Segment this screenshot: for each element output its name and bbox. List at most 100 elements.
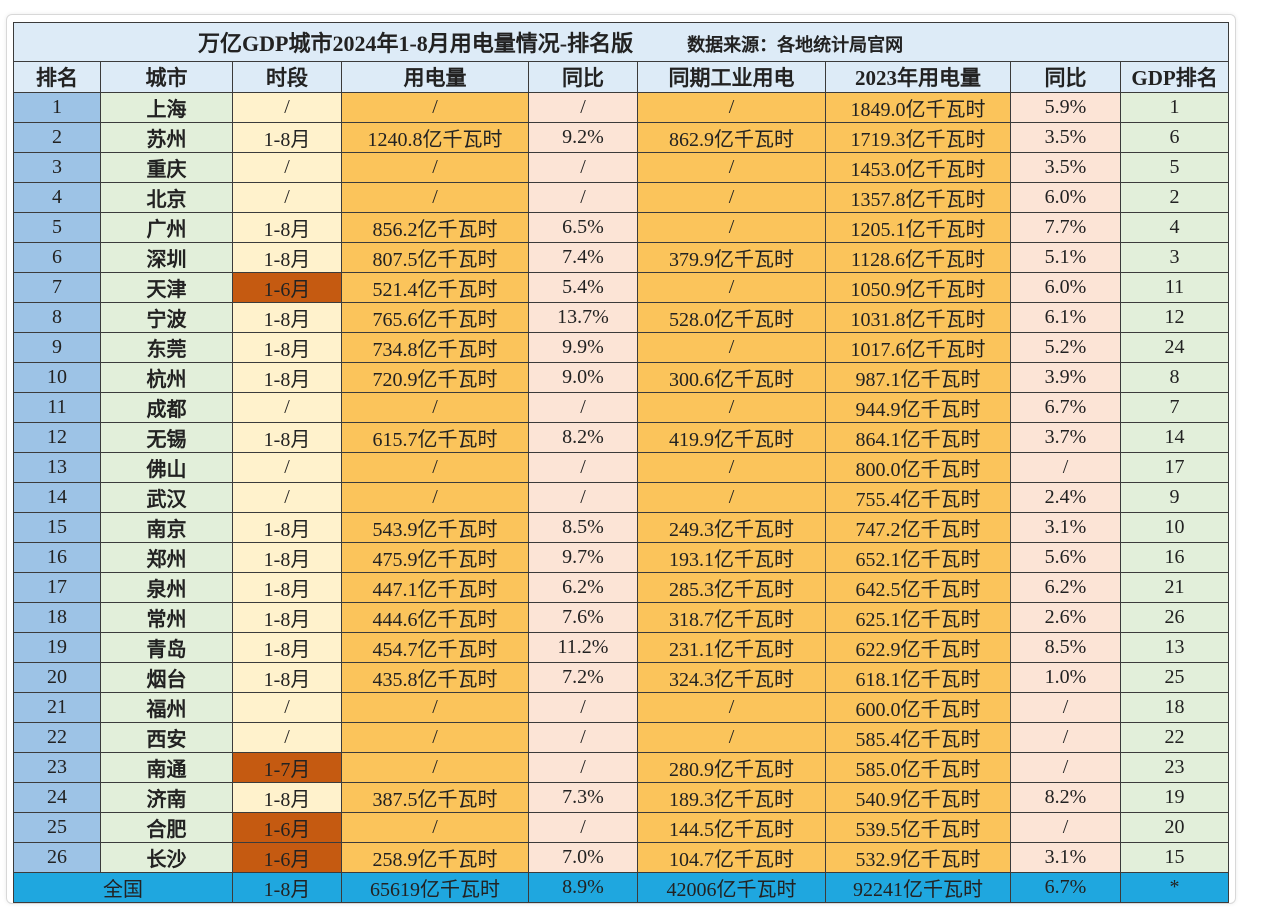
table-cell: 652.1亿千瓦时 — [825, 542, 1011, 573]
table-cell: 7 — [1119, 392, 1230, 423]
table-cell: / — [232, 482, 342, 513]
table-cell: 6.0% — [1010, 272, 1121, 303]
table-cell: 285.3亿千瓦时 — [637, 572, 826, 603]
table-cell: / — [1010, 752, 1121, 783]
total-cell: 42006亿千瓦时 — [637, 872, 826, 903]
column-header: 同期工业用电 — [637, 61, 826, 93]
table-cell: 3.5% — [1010, 152, 1121, 183]
table-cell: / — [637, 452, 826, 483]
table-cell: 419.9亿千瓦时 — [637, 422, 826, 453]
table-cell: 3 — [1119, 242, 1230, 273]
table-cell: 249.3亿千瓦时 — [637, 512, 826, 543]
table-cell: 5.4% — [528, 272, 638, 303]
table-cell: / — [232, 152, 342, 183]
table-cell: 280.9亿千瓦时 — [637, 752, 826, 783]
table-row: 16 郑州 1-8月 475.9亿千瓦时 9.7% 193.1亿千瓦时 652.1亿千瓦时 5… — [13, 542, 1230, 573]
table-cell: 25 — [1119, 662, 1230, 693]
table-row: 26 长沙 1-6月 258.9亿千瓦时 7.0% 104.7亿千瓦时 532.9亿千瓦时 3… — [13, 842, 1230, 873]
table-cell: 1.0% — [1010, 662, 1121, 693]
table-cell: 765.6亿千瓦时 — [341, 302, 529, 333]
table-row: 10 杭州 1-8月 720.9亿千瓦时 9.0% 300.6亿千瓦时 987.1亿千瓦时 3… — [13, 362, 1230, 393]
table-cell: 东莞 — [100, 332, 233, 363]
table-row: 12 无锡 1-8月 615.7亿千瓦时 8.2% 419.9亿千瓦时 864.1亿千瓦时 3… — [13, 422, 1230, 453]
table-cell: 成都 — [100, 392, 233, 423]
table-cell: / — [637, 722, 826, 753]
table-cell: / — [341, 692, 529, 723]
table-cell: 1031.8亿千瓦时 — [825, 302, 1011, 333]
table-cell: / — [232, 182, 342, 213]
table-cell: 1-6月 — [232, 812, 342, 843]
table-cell: 26 — [1119, 602, 1230, 633]
table-cell: / — [341, 152, 529, 183]
table-cell: 14 — [1119, 422, 1230, 453]
table-cell: 521.4亿千瓦时 — [341, 272, 529, 303]
table-cell: 1-8月 — [232, 122, 342, 153]
table-cell: 1-8月 — [232, 662, 342, 693]
table-cell: 944.9亿千瓦时 — [825, 392, 1011, 423]
table-cell: 1-7月 — [232, 752, 342, 783]
table-cell: 3.1% — [1010, 512, 1121, 543]
table-cell: 西安 — [100, 722, 233, 753]
table-cell: 862.9亿千瓦时 — [637, 122, 826, 153]
table-row: 15 南京 1-8月 543.9亿千瓦时 8.5% 249.3亿千瓦时 747.2亿千瓦时 3… — [13, 512, 1230, 543]
table-cell: / — [528, 812, 638, 843]
table-cell: 25 — [13, 812, 101, 843]
total-cell: 8.9% — [528, 872, 638, 903]
column-header: 2023年用电量 — [825, 61, 1011, 93]
title-cell: 万亿GDP城市2024年1-8月用电量情况-排名版 数据来源：各地统计局官网 — [12, 22, 1230, 62]
table-cell: / — [232, 92, 342, 123]
table-cell: / — [528, 392, 638, 423]
table-cell: 144.5亿千瓦时 — [637, 812, 826, 843]
table-cell: / — [528, 152, 638, 183]
table-cell: 1017.6亿千瓦时 — [825, 332, 1011, 363]
table-cell: 7.7% — [1010, 212, 1121, 243]
table-cell: / — [232, 392, 342, 423]
table-cell: 864.1亿千瓦时 — [825, 422, 1011, 453]
table-cell: 1719.3亿千瓦时 — [825, 122, 1011, 153]
table-cell: 北京 — [100, 182, 233, 213]
table-cell: 8 — [1119, 362, 1230, 393]
table-cell: 8.5% — [528, 512, 638, 543]
table-cell: 734.8亿千瓦时 — [341, 332, 529, 363]
table-cell: 16 — [1119, 542, 1230, 573]
total-cell: 92241亿千瓦时 — [825, 872, 1011, 903]
table-cell: 9 — [13, 332, 101, 363]
table-row: 11 成都 / / //944.9亿千瓦时 6.7% 7 — [13, 392, 1230, 423]
table-cell: 济南 — [100, 782, 233, 813]
table-cell: 444.6亿千瓦时 — [341, 602, 529, 633]
table-cell: 常州 — [100, 602, 233, 633]
table-cell: / — [637, 92, 826, 123]
table-cell: / — [341, 812, 529, 843]
total-cell: 6.7% — [1010, 872, 1121, 903]
table-cell: 上海 — [100, 92, 233, 123]
column-header: 城市 — [100, 61, 233, 93]
table-cell: 青岛 — [100, 632, 233, 663]
table-cell: 宁波 — [100, 302, 233, 333]
table-cell: / — [637, 182, 826, 213]
table-cell: 23 — [1119, 752, 1230, 783]
table-cell: 13 — [13, 452, 101, 483]
table-cell: 4 — [1119, 212, 1230, 243]
title: 万亿GDP城市2024年1-8月用电量情况-排名版 — [198, 31, 634, 56]
table-cell: 6.2% — [1010, 572, 1121, 603]
table-cell: 福州 — [100, 692, 233, 723]
table-cell: 193.1亿千瓦时 — [637, 542, 826, 573]
table-cell: 7.0% — [528, 842, 638, 873]
table-cell: 2 — [13, 122, 101, 153]
table-cell: 625.1亿千瓦时 — [825, 602, 1011, 633]
table-row: 13 佛山 / / //800.0亿千瓦时/17 — [13, 452, 1230, 483]
table-cell: 8 — [13, 302, 101, 333]
table-cell: 642.5亿千瓦时 — [825, 572, 1011, 603]
table-cell: 1205.1亿千瓦时 — [825, 212, 1011, 243]
table-cell: 南通 — [100, 752, 233, 783]
table-cell: 3.5% — [1010, 122, 1121, 153]
table-cell: 10 — [13, 362, 101, 393]
table-cell: 7 — [13, 272, 101, 303]
table-cell: 807.5亿千瓦时 — [341, 242, 529, 273]
table-cell: 15 — [1119, 842, 1230, 873]
table-cell: 189.3亿千瓦时 — [637, 782, 826, 813]
table-cell: 6 — [1119, 122, 1230, 153]
table-cell: 1-8月 — [232, 632, 342, 663]
table-cell: 1-8月 — [232, 602, 342, 633]
table-row: 17 泉州 1-8月 447.1亿千瓦时 6.2% 285.3亿千瓦时 642.5亿千瓦时 6… — [13, 572, 1230, 603]
